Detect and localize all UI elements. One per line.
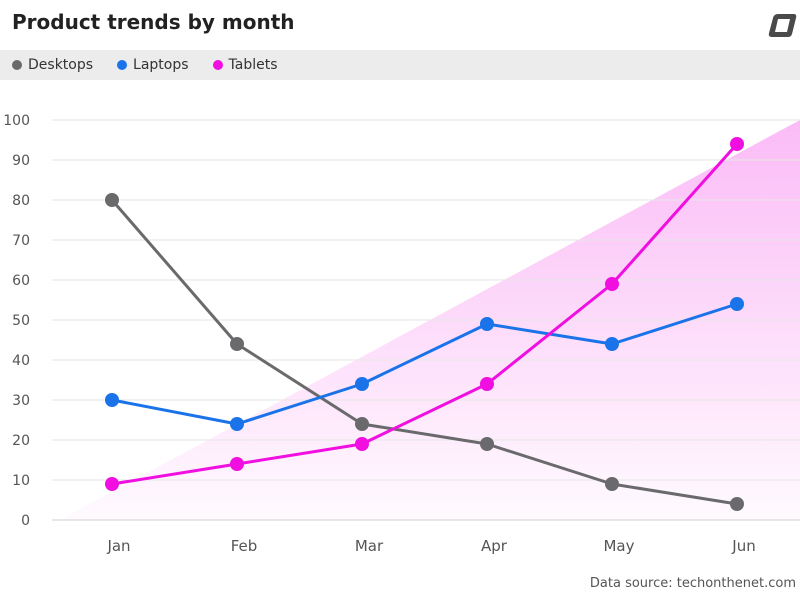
data-point-desktops [730, 497, 744, 511]
data-point-laptops [730, 297, 744, 311]
data-point-laptops [605, 337, 619, 351]
x-tick-label: Jun [731, 537, 755, 555]
data-point-desktops [605, 477, 619, 491]
y-tick-label: 60 [12, 273, 30, 289]
y-tick-label: 80 [12, 193, 30, 209]
data-point-tablets [480, 377, 494, 391]
brand-logo-icon [768, 14, 797, 37]
line-chart: 0 10 20 30 40 50 60 70 80 90 100 Jan Feb Mar Apr May Jun [3, 113, 800, 555]
series-line-laptops [111, 302, 738, 426]
y-tick-label: 30 [12, 393, 30, 409]
x-tick-label: Feb [231, 537, 258, 555]
x-tick-label: Apr [481, 537, 508, 555]
legend-item-desktops[interactable]: Desktops [12, 57, 93, 73]
data-point-laptops [355, 377, 369, 391]
data-point-tablets [355, 437, 369, 451]
y-tick-label: 20 [12, 433, 30, 449]
x-tick-label: May [603, 537, 634, 555]
legend-item-tablets[interactable]: Tablets [212, 57, 278, 73]
x-tick-label: Jan [106, 537, 130, 555]
data-point-laptops [105, 393, 119, 407]
data-point-desktops [105, 193, 119, 207]
data-point-laptops [230, 417, 244, 431]
data-source-note: Data source: techonthenet.com [589, 576, 796, 591]
legend-marker-icon [12, 60, 22, 70]
legend-item-laptops[interactable]: Laptops [117, 57, 189, 73]
data-point-tablets [605, 277, 619, 291]
chart-title: Product trends by month [12, 10, 295, 34]
y-tick-label: 40 [12, 353, 30, 369]
legend-label: Laptops [133, 57, 189, 73]
y-tick-label: 90 [12, 153, 30, 169]
y-tick-label: 0 [21, 513, 30, 529]
y-tick-label: 70 [12, 233, 30, 249]
data-point-desktops [355, 417, 369, 431]
series-line-desktops [110, 199, 738, 506]
data-point-desktops [230, 337, 244, 351]
y-tick-label: 50 [12, 313, 30, 329]
data-point-laptops [480, 317, 494, 331]
y-tick-label: 100 [3, 113, 30, 129]
data-point-tablets [730, 137, 744, 151]
data-point-tablets [105, 477, 119, 491]
legend-marker-icon [212, 60, 223, 70]
x-tick-label: Mar [355, 537, 384, 555]
legend-marker-icon [117, 60, 128, 70]
data-point-tablets [230, 457, 244, 471]
data-point-desktops [480, 437, 494, 451]
y-tick-label: 10 [12, 473, 30, 489]
legend-label: Tablets [228, 57, 278, 73]
series-line-tablets [111, 143, 739, 486]
chart-legend: Desktops Laptops Tablets [0, 50, 800, 80]
legend-label: Desktops [28, 57, 94, 73]
